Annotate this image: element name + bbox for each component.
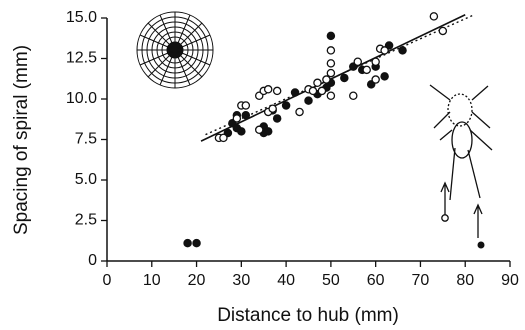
point [322, 75, 331, 84]
y-tick-label: 12.5 [66, 50, 97, 67]
point [326, 68, 336, 78]
point [281, 101, 291, 110]
point [268, 104, 277, 113]
x-tick-label: 60 [367, 272, 385, 289]
point [183, 238, 192, 248]
point [241, 101, 251, 110]
point [272, 86, 282, 96]
y-tick-label: 15.0 [66, 9, 97, 26]
x-tick-label: 80 [456, 272, 474, 289]
web-illustration [136, 11, 214, 89]
point [295, 107, 304, 117]
y-tick-label: 5.0 [75, 171, 97, 188]
x-tick-label: 10 [143, 272, 161, 289]
point [371, 75, 380, 84]
point [326, 46, 336, 55]
point [349, 91, 358, 101]
y-axis-title: Spacing of spiral (mm) [11, 45, 32, 235]
point [219, 133, 228, 143]
point [340, 73, 349, 83]
x-tick-label: 30 [232, 272, 250, 289]
x-tick-label: 50 [322, 272, 340, 289]
x-tick-label: 0 [103, 272, 112, 289]
point [380, 46, 389, 55]
point [398, 46, 407, 55]
point [254, 125, 264, 135]
point [232, 114, 242, 123]
point [362, 65, 371, 75]
point [438, 26, 448, 36]
point [237, 127, 246, 136]
x-tick-label: 70 [412, 272, 430, 289]
point [380, 72, 389, 81]
point [313, 78, 322, 88]
point [290, 88, 300, 97]
x-tick-label: 90 [501, 272, 519, 289]
fit-line [205, 14, 475, 136]
point [326, 31, 336, 41]
point [429, 12, 439, 21]
y-tick-label: 0 [88, 252, 97, 269]
point [326, 59, 336, 68]
point [371, 57, 380, 66]
point [241, 110, 251, 120]
point [263, 127, 273, 136]
x-tick-label: 20 [188, 272, 206, 289]
x-axis-title: Distance to hub (mm) [217, 305, 399, 326]
point [272, 114, 282, 123]
y-tick-label: 10.0 [66, 90, 97, 107]
fit-line [200, 14, 466, 142]
y-tick-label: 7.5 [75, 131, 97, 148]
point [304, 96, 313, 105]
point [263, 85, 273, 94]
spider-illustration [429, 84, 493, 249]
point [192, 238, 201, 248]
point [308, 86, 318, 96]
point [326, 91, 336, 101]
point [317, 86, 327, 96]
x-tick-label: 40 [277, 272, 295, 289]
point [353, 57, 363, 66]
y-tick-label: 2.5 [75, 212, 97, 229]
